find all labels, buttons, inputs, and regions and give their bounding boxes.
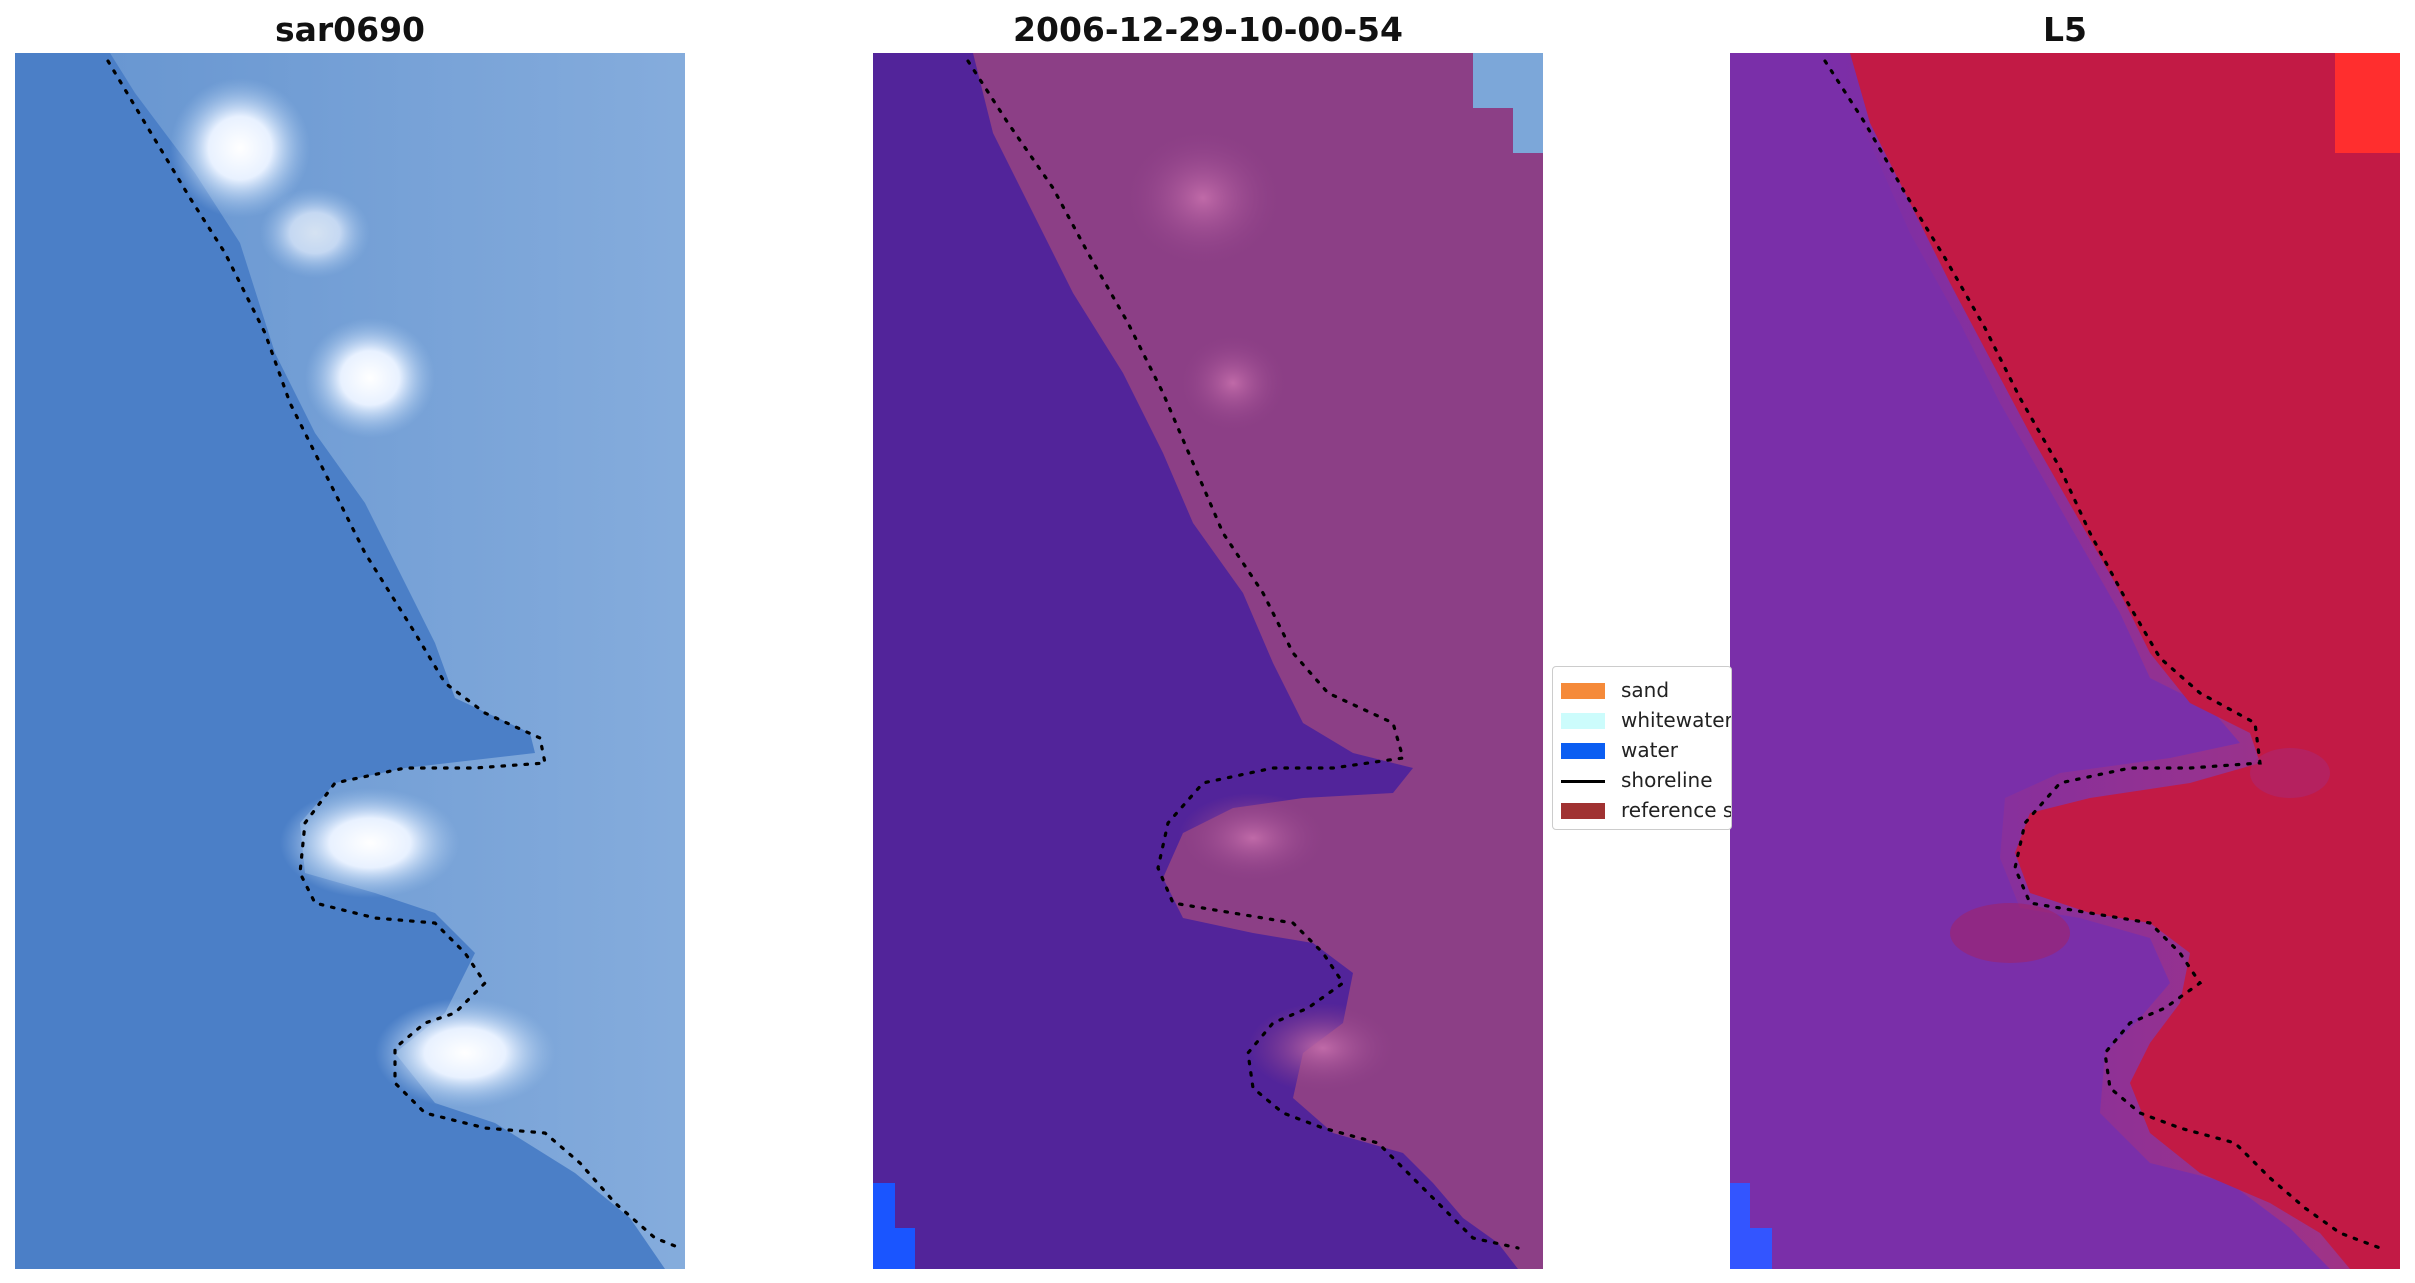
index-image-panel [1730,53,2400,1269]
reference-shoreline-swatch [1561,803,1605,819]
panel-title-rgb: sar0690 [274,10,426,49]
panel-title-classified: 2006-12-29-10-00-54 [1013,10,1403,49]
legend-item-whitewater: whitewater [1553,705,1732,733]
index-image [1730,53,2400,1269]
legend-label-whitewater: whitewater [1621,708,1732,732]
legend-item-water: water [1553,735,1731,763]
legend-item-reference-shoreline: reference shoreline [1553,795,1731,823]
shoreline-dots [966,59,1520,1250]
panel-title-index: L5 [2043,10,2087,49]
classified-image-panel [873,53,1543,1269]
map-legend: sand whitewater water shoreline referenc… [1552,666,1732,830]
shoreline-dots [1823,59,2382,1250]
rgb-image-panel [15,53,685,1269]
legend-item-sand: sand [1553,675,1731,703]
legend-label-sand: sand [1621,678,1670,702]
rgb-image [15,53,685,1269]
legend-label-reference-shoreline: reference shoreline [1621,798,1731,822]
legend-label-shoreline: shoreline [1621,768,1713,792]
legend-label-water: water [1621,738,1678,762]
classified-image [873,53,1543,1269]
legend-item-shoreline: shoreline [1553,765,1731,793]
sand-swatch [1561,683,1605,699]
water-swatch [1561,743,1605,759]
shoreline-dots [106,59,682,1250]
shoreline-line-swatch [1561,780,1605,783]
whitewater-swatch [1561,713,1605,729]
